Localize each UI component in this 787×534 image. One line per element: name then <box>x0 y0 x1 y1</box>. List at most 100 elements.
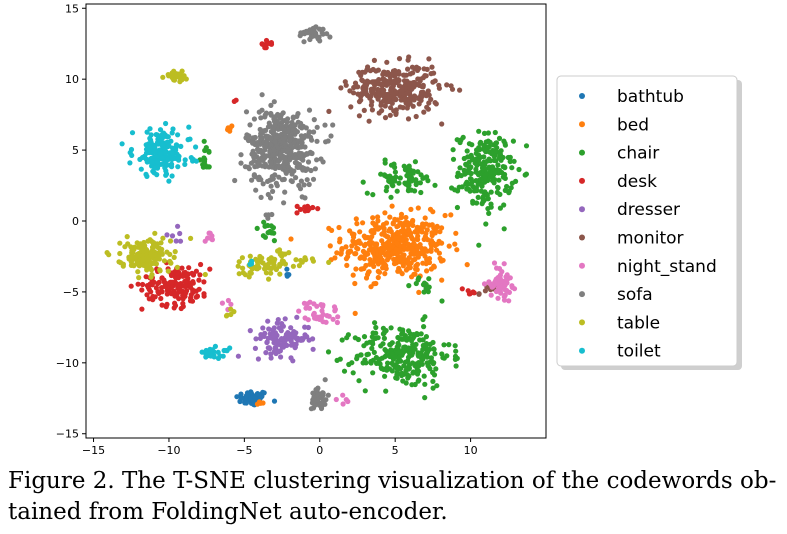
data-point <box>420 260 426 266</box>
legend-item-desk: desk <box>579 172 657 192</box>
data-point <box>180 273 186 279</box>
legend-marker <box>579 149 585 156</box>
data-point <box>387 112 393 118</box>
data-point <box>161 258 167 264</box>
data-point <box>384 59 390 65</box>
data-point <box>405 241 411 247</box>
data-point <box>159 246 165 252</box>
data-point <box>421 289 427 295</box>
data-point <box>253 336 259 342</box>
data-point <box>153 243 159 249</box>
data-point <box>169 233 176 239</box>
legend-label: desk <box>617 172 657 192</box>
data-point <box>193 144 199 150</box>
legend-marker <box>579 319 585 326</box>
data-point <box>296 161 302 168</box>
legend-label: table <box>617 313 660 333</box>
data-point <box>271 238 277 244</box>
x-tick-label: 5 <box>392 444 399 457</box>
data-point <box>494 145 500 151</box>
data-point <box>255 391 261 397</box>
data-point <box>382 373 388 379</box>
data-point <box>203 145 209 151</box>
data-point <box>454 247 460 253</box>
data-point <box>362 388 368 394</box>
data-point <box>276 349 282 355</box>
data-point <box>258 136 264 142</box>
data-point <box>501 226 507 232</box>
series-sofa <box>232 24 336 412</box>
data-point <box>422 215 428 221</box>
data-point <box>397 268 403 274</box>
data-point <box>154 159 160 165</box>
data-point <box>286 272 292 278</box>
data-point <box>340 401 346 407</box>
data-point <box>362 69 368 75</box>
data-point <box>354 245 360 251</box>
data-point <box>124 234 130 240</box>
data-point <box>188 235 194 241</box>
data-point <box>503 281 509 287</box>
data-point <box>308 406 314 412</box>
data-point <box>308 167 314 174</box>
data-point <box>464 186 470 192</box>
data-point <box>481 154 487 160</box>
legend: bathtub bed chair desk dresser monitor night_s… <box>556 75 742 370</box>
data-point <box>466 291 472 297</box>
data-point <box>168 260 174 266</box>
data-point <box>413 181 419 188</box>
data-point <box>425 178 431 184</box>
data-point <box>159 131 166 137</box>
data-point <box>381 225 387 231</box>
data-point <box>370 192 376 198</box>
data-point <box>509 165 515 171</box>
data-point <box>299 30 305 37</box>
data-point <box>273 180 279 186</box>
data-point <box>270 188 276 194</box>
data-point <box>255 356 261 362</box>
data-point <box>401 244 407 250</box>
data-point <box>400 252 406 258</box>
data-point <box>439 277 445 283</box>
data-point <box>363 252 369 258</box>
data-point <box>361 233 367 239</box>
data-point <box>284 119 290 125</box>
data-point <box>430 361 436 367</box>
data-point <box>468 170 474 176</box>
data-point <box>485 138 491 144</box>
data-point <box>430 385 436 391</box>
data-point <box>422 395 428 401</box>
data-point <box>281 176 287 182</box>
legend-item-chair: chair <box>579 144 659 164</box>
data-point <box>357 229 363 235</box>
data-point <box>228 301 234 307</box>
data-point <box>296 182 302 189</box>
data-point <box>476 145 482 151</box>
data-point <box>343 397 349 403</box>
data-point <box>296 263 302 269</box>
data-point <box>270 131 276 137</box>
data-point <box>331 304 338 310</box>
data-point <box>352 310 358 316</box>
data-point <box>301 165 307 172</box>
data-point <box>449 86 456 92</box>
data-point <box>504 183 510 190</box>
data-point <box>379 87 386 93</box>
data-point <box>375 268 381 274</box>
data-point <box>453 363 459 369</box>
data-point <box>422 253 428 259</box>
data-point <box>409 382 415 388</box>
caption-line-1: Figure 2. The T-SNE clustering visualiza… <box>8 468 777 494</box>
data-point <box>377 356 383 362</box>
data-point <box>430 339 436 346</box>
data-point <box>501 202 507 208</box>
data-point <box>431 346 437 352</box>
data-point <box>270 126 276 132</box>
data-point <box>410 370 416 376</box>
data-point <box>429 64 435 70</box>
series-monitor <box>326 54 500 297</box>
data-point <box>343 82 349 88</box>
data-point <box>433 366 439 372</box>
data-point <box>516 166 522 173</box>
data-point <box>488 292 494 298</box>
